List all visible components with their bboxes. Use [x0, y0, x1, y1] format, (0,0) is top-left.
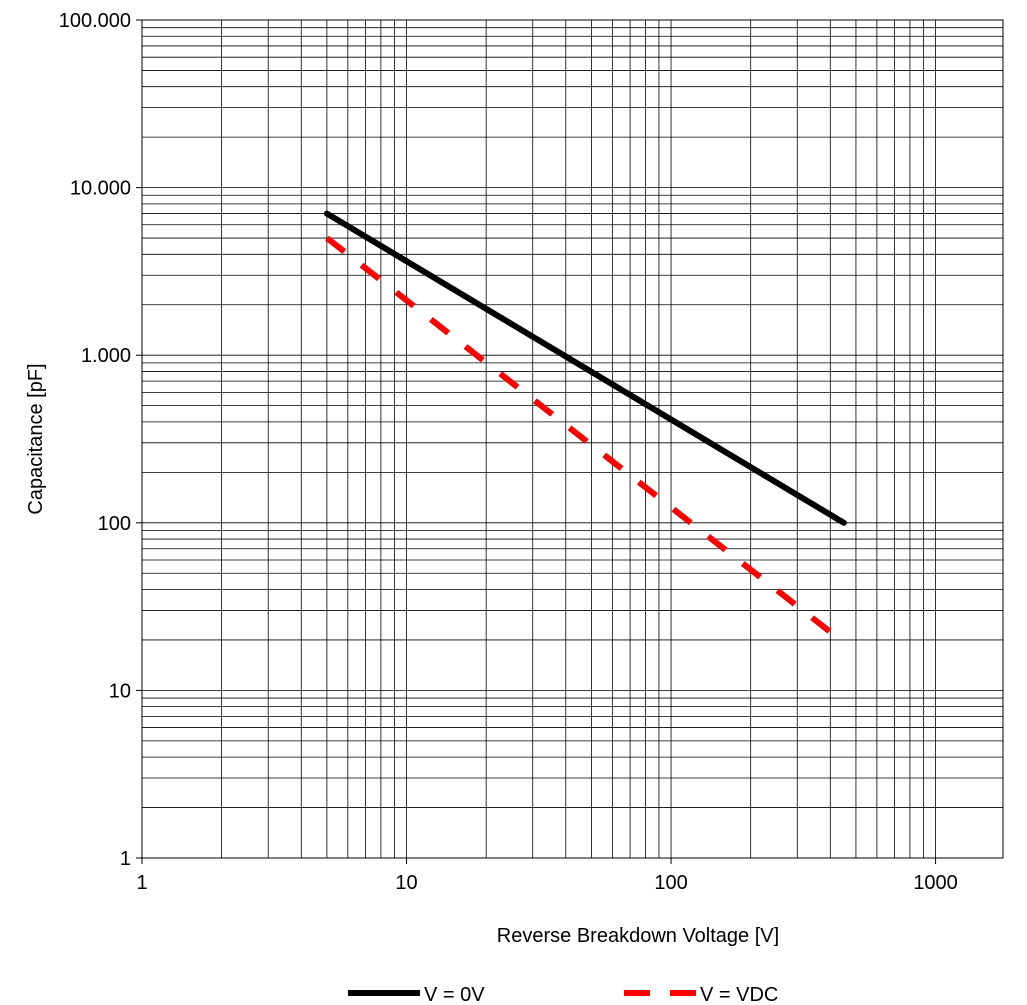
x-axis-title: Reverse Breakdown Voltage [V]	[497, 925, 779, 947]
y-tick-label: 100.000	[59, 10, 131, 32]
y-axis-title: Capacitance [pF]	[25, 363, 47, 514]
x-tick-labels: 1 10 100 1000	[136, 858, 958, 894]
series-line-2	[325, 235, 838, 639]
series-layer	[323, 210, 847, 639]
plot-area	[141, 19, 1004, 859]
legend: V = 0V V = VDC	[348, 984, 778, 1005]
y-tick-label: 10.000	[70, 178, 131, 200]
legend-label-1: V = 0V	[424, 984, 485, 1005]
y-tick-labels: 1 10 100 1.000 10.000 100.000	[59, 10, 142, 870]
y-tick-label: 100	[98, 513, 131, 535]
x-tick-label: 10	[395, 872, 417, 894]
y-tick-label: 1	[120, 848, 131, 870]
x-tick-label: 1	[136, 872, 147, 894]
x-tick-label: 100	[654, 872, 687, 894]
x-tick-label: 1000	[913, 872, 958, 894]
series-line-1	[323, 210, 847, 526]
legend-label-2: V = VDC	[700, 984, 778, 1005]
y-tick-label: 10	[109, 680, 131, 702]
y-tick-label: 1.000	[81, 345, 131, 367]
grid	[141, 19, 1003, 859]
